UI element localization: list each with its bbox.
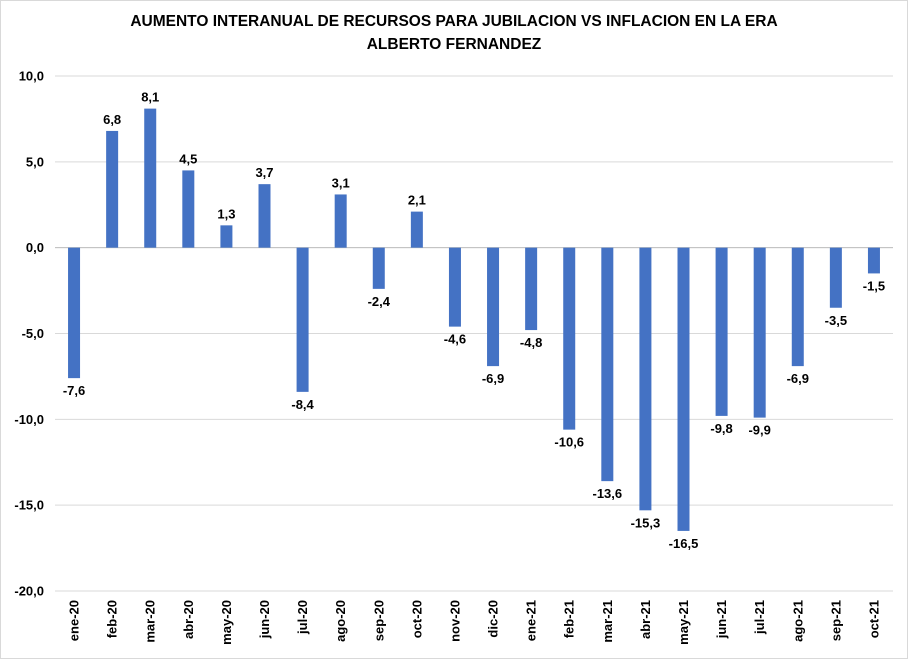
y-tick-label: 10,0 xyxy=(19,69,44,84)
bar xyxy=(525,247,538,331)
data-label: 2,1 xyxy=(408,193,426,208)
x-tick-label: ago-21 xyxy=(790,600,805,642)
data-labels: -7,6 6,8 8,1 4,5 1,3 3,7 -8,4 3,1 -2,4 2,1 -4,6 -6,… xyxy=(63,90,885,551)
x-axis-category-labels: ene-20 feb-20 mar-20 abr-20 may-20 jun-20 jul-… xyxy=(67,600,882,645)
x-tick-label: may-21 xyxy=(676,600,691,645)
data-label: -3,5 xyxy=(825,313,847,328)
x-tick-label: ene-21 xyxy=(524,600,539,641)
x-tick-label: jun-21 xyxy=(714,600,729,639)
bar xyxy=(106,130,119,248)
x-tick-label: ene-20 xyxy=(67,600,82,641)
data-label: -7,6 xyxy=(63,383,85,398)
bar xyxy=(410,211,423,248)
x-tick-label: feb-20 xyxy=(105,600,120,638)
data-label: -1,5 xyxy=(863,278,885,293)
x-tick-label: jul-21 xyxy=(752,600,767,635)
data-label: -9,8 xyxy=(710,421,732,436)
bar xyxy=(144,108,157,248)
x-tick-label: nov-20 xyxy=(447,600,462,642)
data-label: 8,1 xyxy=(141,90,159,105)
y-tick-label: -20,0 xyxy=(14,584,44,599)
data-label: -2,4 xyxy=(368,294,391,309)
chart-title-line2: ALBERTO FERNANDEZ xyxy=(366,36,542,53)
data-label: -4,6 xyxy=(444,332,466,347)
bar xyxy=(220,225,233,248)
x-tick-label: may-20 xyxy=(219,600,234,645)
bar xyxy=(334,194,347,248)
x-tick-label: mar-20 xyxy=(143,600,158,643)
x-tick-label: dic-20 xyxy=(486,600,501,638)
y-tick-label: 0,0 xyxy=(26,240,44,255)
bar xyxy=(715,247,728,416)
y-tick-label: 5,0 xyxy=(26,154,44,169)
data-label: -8,4 xyxy=(291,397,314,412)
data-label: 1,3 xyxy=(217,206,235,221)
bar xyxy=(867,247,880,274)
bar xyxy=(753,247,766,418)
bars xyxy=(68,108,880,531)
bar xyxy=(829,247,842,308)
data-label: 6,8 xyxy=(103,112,121,127)
bar xyxy=(68,247,81,379)
chart-title-line1: AUMENTO INTERANUAL DE RECURSOS PARA JUBI… xyxy=(130,13,778,30)
y-tick-label: -5,0 xyxy=(22,326,44,341)
data-label: -6,9 xyxy=(482,371,504,386)
y-tick-label: -15,0 xyxy=(14,498,44,513)
bar xyxy=(296,247,309,392)
data-label: -16,5 xyxy=(669,536,699,551)
x-tick-label: abr-21 xyxy=(638,600,653,639)
x-tick-label: mar-21 xyxy=(600,600,615,643)
y-axis-ticks: 10,0 5,0 0,0 -5,0 -10,0 -15,0 -20,0 xyxy=(14,69,44,599)
data-label: 3,7 xyxy=(255,165,273,180)
data-label: -4,8 xyxy=(520,335,542,350)
bar xyxy=(601,247,614,482)
chart-title: AUMENTO INTERANUAL DE RECURSOS PARA JUBI… xyxy=(0,10,908,56)
data-label: -9,9 xyxy=(748,423,770,438)
bar xyxy=(182,170,195,248)
x-tick-label: oct-20 xyxy=(409,600,424,638)
data-label: -15,3 xyxy=(631,515,661,530)
bar xyxy=(372,247,385,289)
bar xyxy=(448,247,461,327)
bar xyxy=(639,247,652,511)
data-label: 4,5 xyxy=(179,151,197,166)
x-tick-label: feb-21 xyxy=(562,600,577,638)
x-tick-label: jul-20 xyxy=(295,600,310,635)
bar xyxy=(791,247,804,367)
bar xyxy=(677,247,690,531)
bar xyxy=(258,184,271,248)
bar xyxy=(487,247,500,367)
data-label: 3,1 xyxy=(332,175,350,190)
x-tick-label: ago-20 xyxy=(333,600,348,642)
x-tick-label: oct-21 xyxy=(866,600,881,638)
bar xyxy=(563,247,576,430)
x-tick-label: abr-20 xyxy=(181,600,196,639)
x-tick-label: sep-21 xyxy=(828,600,843,641)
data-label: -10,6 xyxy=(554,435,584,450)
x-tick-label: sep-20 xyxy=(371,600,386,641)
data-label: -13,6 xyxy=(592,486,622,501)
x-tick-label: jun-20 xyxy=(257,600,272,639)
data-label: -6,9 xyxy=(787,371,809,386)
y-tick-label: -10,0 xyxy=(14,412,44,427)
